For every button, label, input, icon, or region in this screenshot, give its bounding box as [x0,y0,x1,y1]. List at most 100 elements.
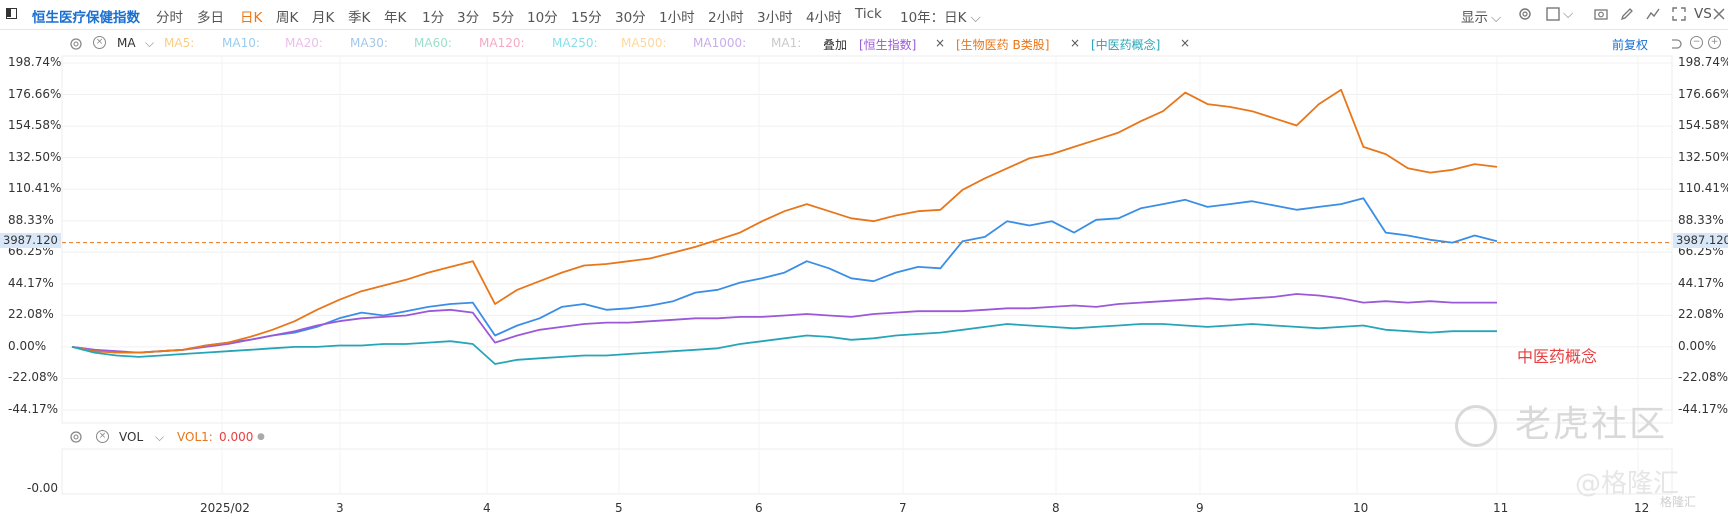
x-tick: 10 [1353,501,1369,515]
tab-4hour[interactable]: 4小时 [806,10,842,26]
close-circle-icon[interactable]: × [96,430,109,443]
chevron-down-icon[interactable]: ⌵ [145,36,155,50]
dot-icon: ● [257,432,265,442]
vs-button[interactable]: VS [1694,6,1712,22]
x-tick: 8 [1052,501,1060,515]
y-tick-left: 176.66% [8,86,62,101]
chevron-down-icon[interactable]: ⌵ [155,430,165,444]
y-tick-right: 154.58% [1678,118,1728,133]
y-tick-right: 44.17% [1678,275,1724,290]
series-annotation: 中医药概念 [1517,347,1598,366]
vol-indicator[interactable]: VOL [119,430,144,444]
settings-icon[interactable] [69,37,83,51]
tab-tick[interactable]: Tick [855,6,882,22]
y-tick-left: -44.17% [8,402,59,416]
overlay-hsi[interactable]: [恒生指数] [859,38,917,52]
volume-axis-label: -0.00 [27,481,59,495]
layout-icon[interactable] [6,8,17,19]
chevron-down-icon: ⌵ [1491,10,1502,26]
tab-yearly[interactable]: 年K [384,10,407,26]
series-line-0 [71,197,1498,354]
remove-overlay-icon[interactable]: × [1070,36,1081,50]
y-tick-right: 88.33% [1678,212,1724,227]
tab-timeshare[interactable]: 分时 [156,10,183,26]
tab-5min[interactable]: 5分 [492,10,515,26]
zoom-out-icon[interactable]: − [1690,36,1703,49]
fullscreen-icon[interactable] [1672,7,1686,21]
ma120-label: MA120: [479,36,525,50]
series-line-2 [71,88,1498,354]
index-title[interactable]: 恒生医疗保健指数 [32,10,140,26]
x-tick: 11 [1493,501,1509,515]
y-tick-right: 22.08% [1678,307,1724,322]
ma500-label: MA500: [621,36,667,50]
x-tick: 6 [755,501,763,515]
tab-monthly[interactable]: 月K [312,10,335,26]
remove-overlay-icon[interactable]: × [935,36,946,50]
y-tick-left: 0.00% [8,338,47,353]
volume-plot-frame [61,448,1673,495]
adjust-mode[interactable]: 前复权 [1612,38,1649,52]
display-dropdown[interactable]: 显示 ⌵ [1461,6,1501,26]
overlay-bio[interactable]: [生物医药 B类股] [956,38,1050,52]
y-tick-right: 110.41% [1678,181,1728,196]
chevron-down-icon[interactable]: ⌵ [1563,6,1574,22]
camera-icon[interactable] [1594,7,1608,21]
y-tick-left: -22.08% [8,370,59,385]
display-dropdown-label: 显示 [1461,10,1488,26]
ma-indicator[interactable]: MA [117,36,136,50]
tab-weekly[interactable]: 周K [276,10,299,26]
tab-daily[interactable]: 日K [240,10,263,26]
price-badge-right: 3987.120 [1673,233,1728,248]
tab-2hour[interactable]: 2小时 [708,10,744,26]
overlay-tcm[interactable]: [中医药概念] [1091,38,1161,52]
x-tick: 3 [336,501,344,515]
ma60-label: MA60: [414,36,452,50]
watermark-small: 格隆汇 [1660,495,1697,509]
overlay-label: 叠加 [823,38,848,52]
tab-10min[interactable]: 10分 [527,10,558,26]
range-select[interactable]: 10年：日K ⌵ [900,6,981,26]
x-tick: 2025/02 [200,501,250,515]
ma250-label: MA250: [552,36,598,50]
tab-3min[interactable]: 3分 [457,10,480,26]
y-tick-right: 0.00% [1678,338,1717,353]
y-tick-right: 198.74% [1678,55,1728,69]
watermark-text: 老虎社区 [1515,404,1668,445]
settings-icon[interactable] [69,430,83,444]
tab-1min[interactable]: 1分 [422,10,445,26]
square-icon[interactable] [1546,7,1560,21]
undo-icon[interactable] [1668,37,1682,51]
y-tick-left: 154.58% [8,118,62,133]
tab-30min[interactable]: 30分 [615,10,646,26]
y-tick-left: 88.33% [8,212,54,227]
toolbar: 恒生医疗保健指数 分时 多日 日K 周K 月K 季K 年K 1分 3分 5分 1… [0,0,1728,30]
series-line-1 [71,293,1497,354]
range-select-label: 10年：日K [900,10,967,26]
tab-15min[interactable]: 15分 [571,10,602,26]
watermark-logo: 老虎社区 [1455,395,1667,447]
y-tick-left: 110.41% [8,181,62,196]
ma1000-label: MA1000: [693,36,747,50]
main-plot-frame [61,55,1673,424]
remove-overlay-icon[interactable]: × [1180,36,1191,50]
gear-icon[interactable] [1518,7,1532,21]
series-line-3 [71,323,1497,365]
tab-multiday[interactable]: 多日 [197,10,224,26]
tab-3hour[interactable]: 3小时 [757,10,793,26]
close-icon[interactable] [1712,7,1726,21]
x-tick: 12 [1634,501,1650,515]
pen-icon[interactable] [1620,7,1634,21]
chart-line-icon[interactable] [1646,7,1660,21]
ma-bar: × MA ⌵ MA5: MA10: MA20: MA30: MA60: MA12… [0,30,1728,56]
y-tick-left: 44.17% [8,275,54,290]
ma5-label: MA5: [164,36,195,50]
x-tick: 7 [899,501,907,515]
tab-quarterly[interactable]: 季K [348,10,371,26]
ma1-label: MA1: [771,36,802,50]
zoom-in-icon[interactable]: + [1708,36,1721,49]
x-tick: 9 [1196,501,1204,515]
close-circle-icon[interactable]: × [93,36,106,49]
tab-1hour[interactable]: 1小时 [659,10,695,26]
vol1-label: VOL1: [177,430,213,444]
